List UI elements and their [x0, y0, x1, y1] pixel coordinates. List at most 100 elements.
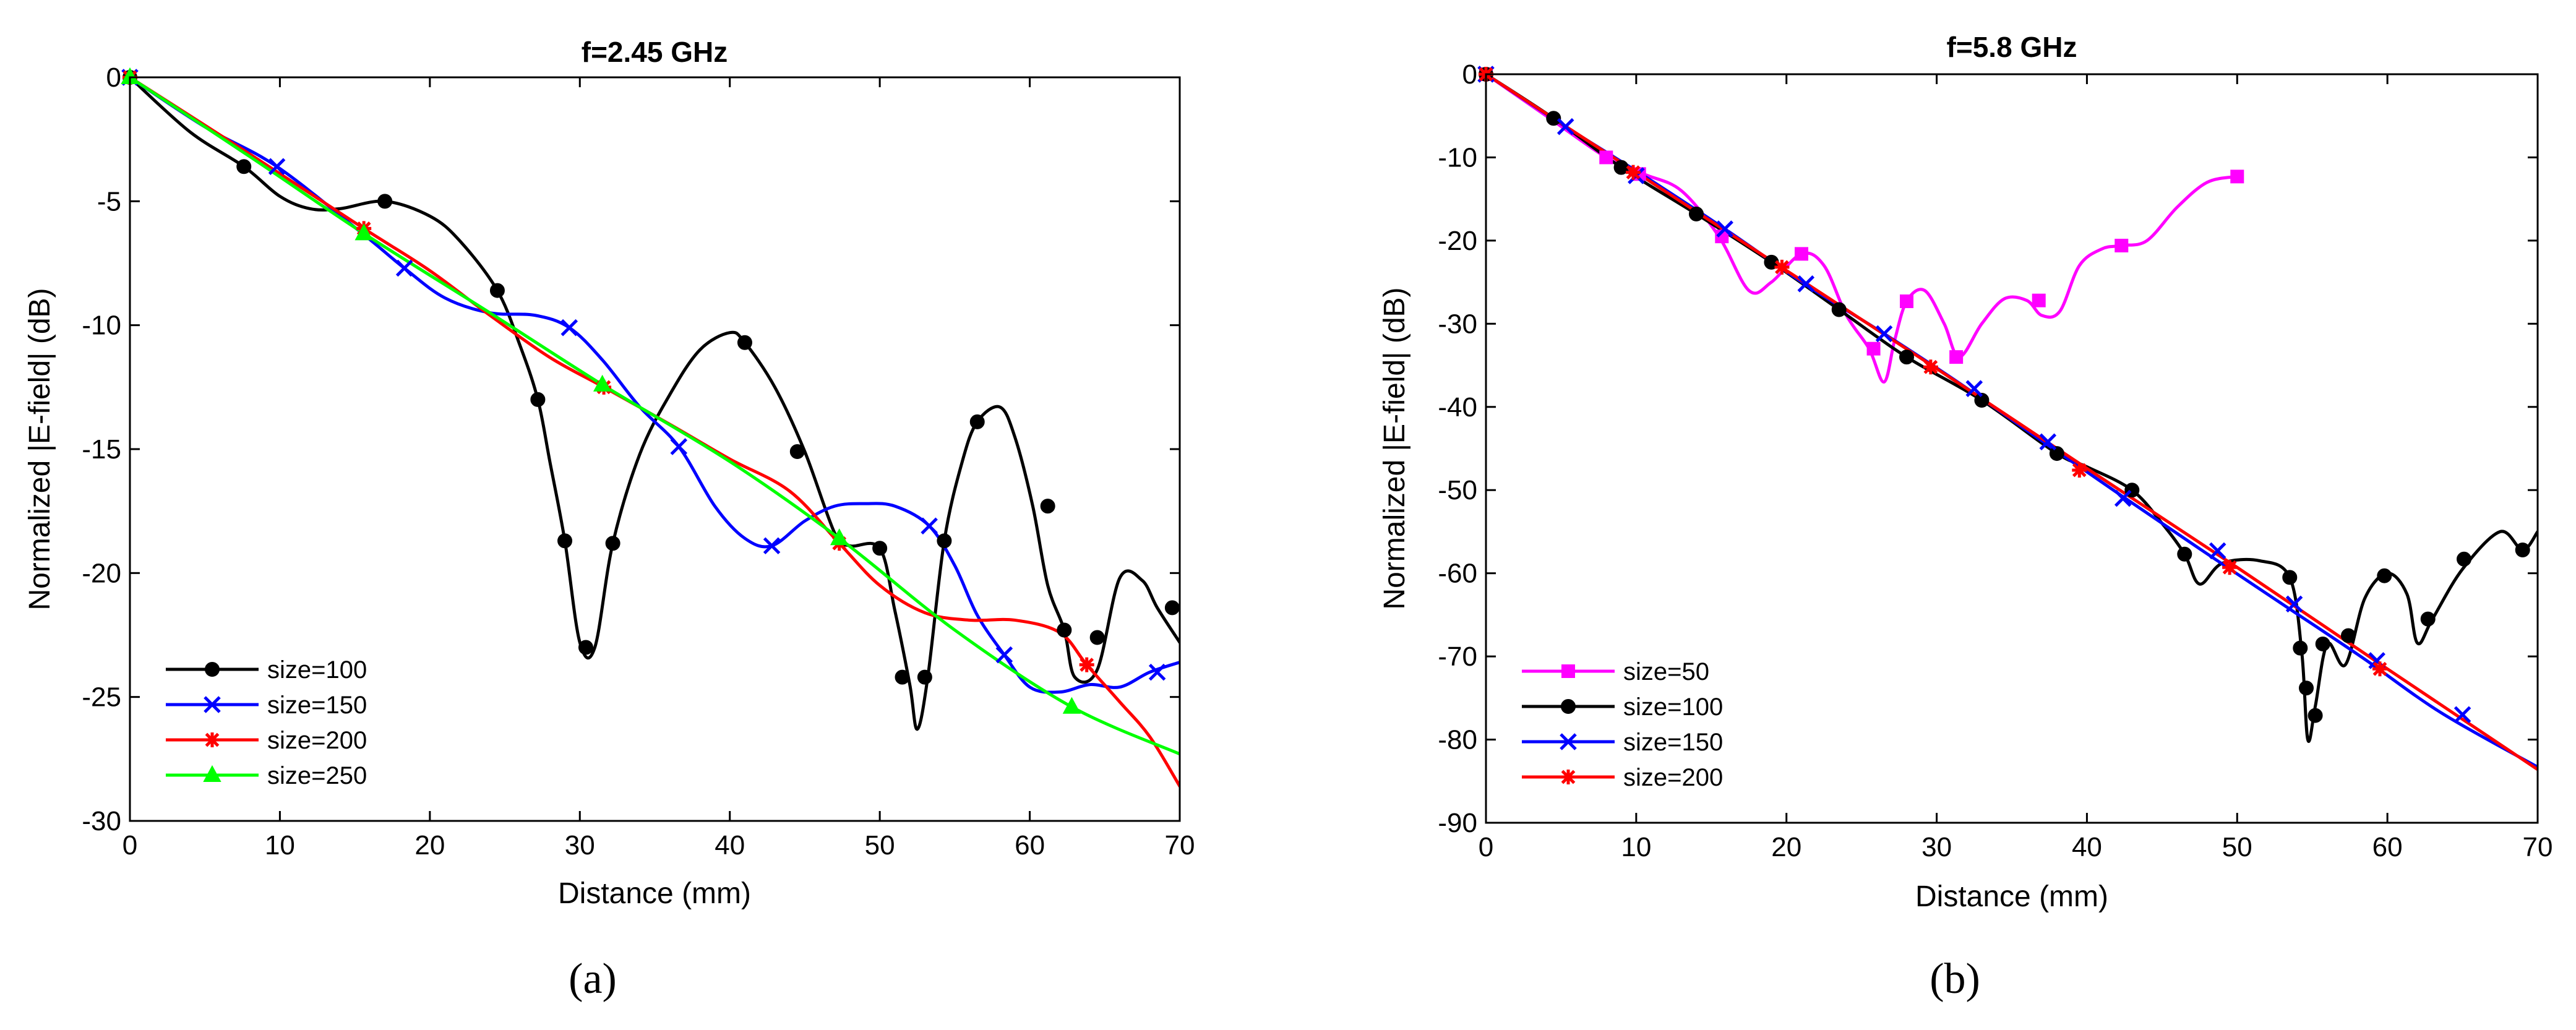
- legend-label: size=100: [1623, 693, 1723, 721]
- data-point-size-150: [2454, 706, 2471, 723]
- data-point-size-100: [2177, 546, 2192, 562]
- series-line-size-50: [1486, 74, 2239, 384]
- data-point-size-150: [268, 158, 286, 176]
- legend-marker: [205, 662, 220, 677]
- data-point-size-100: [1040, 499, 1055, 514]
- x-axis-label: Distance (mm): [1915, 880, 2108, 913]
- data-point-size-100: [2293, 640, 2308, 656]
- data-point-size-150: [560, 319, 578, 337]
- series-line-size-250: [130, 77, 1180, 756]
- data-point-size-100: [2282, 570, 2298, 585]
- x-axis-label: Distance (mm): [558, 877, 751, 910]
- data-point-size-150: [670, 438, 688, 455]
- data-point-size-100: [557, 533, 573, 549]
- data-point-size-100: [789, 444, 805, 460]
- marker-layer: [1477, 66, 2530, 723]
- data-point-size-50: [1795, 247, 1808, 261]
- y-tick-label: -30: [1438, 309, 1477, 339]
- data-point-size-100: [2515, 543, 2530, 558]
- data-point-size-100: [1164, 600, 1180, 616]
- panel-label: (b): [1930, 955, 1980, 1003]
- data-point-size-100: [917, 669, 932, 685]
- data-point-size-100: [2299, 680, 2314, 696]
- data-point-size-100: [737, 335, 752, 350]
- data-point-size-100: [578, 640, 593, 655]
- data-point-size-250: [593, 374, 612, 392]
- legend-marker: [1561, 664, 1575, 678]
- legend-marker: [203, 765, 221, 782]
- panel-label: (a): [569, 955, 617, 1003]
- x-tick-label: 30: [565, 830, 595, 860]
- legend-marker: [1561, 770, 1576, 784]
- legend-marker: [205, 732, 220, 747]
- y-tick-label: 0: [106, 62, 121, 93]
- y-tick-label: -50: [1438, 475, 1477, 505]
- x-ticks: 0 10 20 30 40 50 60 70: [122, 77, 1195, 860]
- legend-label: size=50: [1623, 658, 1709, 685]
- data-point-size-250: [354, 223, 373, 241]
- data-point-size-50: [1866, 341, 1881, 356]
- y-tick-label: -15: [82, 434, 121, 465]
- x-tick-label: 70: [2523, 832, 2553, 862]
- data-point-size-100: [2420, 611, 2436, 627]
- data-point-size-100: [1689, 206, 1704, 221]
- x-tick-label: 10: [1621, 832, 1651, 862]
- data-point-size-150: [995, 646, 1013, 664]
- x-tick-label: 50: [865, 830, 895, 860]
- series-line-size-100: [130, 77, 1180, 731]
- data-point-size-50: [2114, 238, 2129, 252]
- x-tick-label: 70: [1165, 830, 1195, 860]
- data-point-size-150: [2039, 433, 2057, 451]
- legend-marker: [1561, 699, 1576, 714]
- x-tick-label: 20: [414, 830, 445, 860]
- data-point-size-150: [2114, 489, 2132, 507]
- y-tick-label: -70: [1438, 642, 1477, 672]
- chart-title: f=2.45 GHz: [582, 36, 728, 68]
- x-tick-label: 0: [1479, 832, 1493, 862]
- data-point-size-100: [937, 533, 952, 549]
- y-ticks: 0 -10 -20 -30 -40 -50 -60 -70 -80 -90: [1438, 59, 2538, 838]
- y-tick-label: -60: [1438, 559, 1477, 589]
- x-tick-label: 60: [2372, 832, 2403, 862]
- series-line-size-200: [1486, 74, 2538, 771]
- y-axis-label: Normalized |E-field| (dB): [1378, 287, 1411, 609]
- y-tick-label: -10: [82, 311, 121, 341]
- x-tick-label: 40: [715, 830, 745, 860]
- series-layer: [130, 77, 1180, 788]
- y-tick-label: -20: [82, 558, 121, 588]
- data-point-size-200: [2222, 560, 2238, 575]
- data-point-size-100: [1899, 350, 1914, 365]
- data-point-size-200: [2072, 462, 2087, 478]
- data-point-size-150: [1716, 220, 1733, 238]
- data-point-size-100: [1974, 393, 1990, 408]
- data-point-size-150: [395, 259, 413, 277]
- data-point-size-200: [1079, 657, 1094, 672]
- legend-label: size=100: [267, 656, 367, 684]
- data-point-size-200: [1626, 165, 1641, 180]
- data-point-size-100: [2457, 551, 2471, 567]
- data-point-size-200: [2372, 661, 2387, 677]
- data-point-size-100: [1057, 622, 1072, 638]
- data-point-size-100: [1089, 630, 1105, 645]
- plot-frame: [1485, 73, 2539, 824]
- data-point-size-100: [895, 669, 910, 685]
- chart-panel-b: f=5.8 GHz 0 10 20 30 40 50 60 70 0 -10 -20 -30 -40 -…: [1378, 31, 2552, 1003]
- x-tick-label: 30: [1921, 832, 1952, 862]
- legend-label: size=150: [267, 692, 367, 719]
- data-point-size-100: [530, 392, 546, 407]
- x-tick-label: 60: [1015, 830, 1045, 860]
- y-tick-label: -90: [1438, 808, 1477, 838]
- data-point-size-250: [1062, 697, 1081, 714]
- legend-marker: [204, 696, 221, 713]
- y-tick-label: -25: [82, 682, 121, 713]
- data-point-size-250: [830, 528, 849, 546]
- data-point-size-100: [605, 536, 620, 551]
- chart-panel-a: f=2.45 GHz 0 10 20 30 40 50 60 70 0 -5 -10 -15 -20 -…: [24, 36, 1195, 1003]
- y-tick-label: -5: [97, 186, 121, 217]
- y-tick-label: -40: [1438, 392, 1477, 423]
- data-point-size-150: [2209, 542, 2226, 560]
- y-tick-label: -80: [1438, 725, 1477, 755]
- data-point-size-150: [1965, 380, 1983, 397]
- data-point-size-50: [1599, 150, 1613, 165]
